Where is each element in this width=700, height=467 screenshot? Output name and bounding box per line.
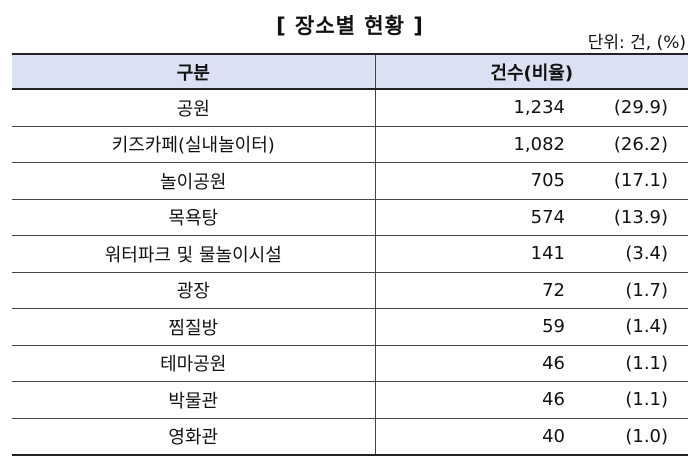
row-count: 59 bbox=[375, 308, 575, 346]
table-row: 영화관 40 (1.0) bbox=[12, 418, 689, 456]
table-row: 광장 72 (1.7) bbox=[12, 272, 689, 309]
row-category: 목욕탕 bbox=[12, 199, 376, 236]
row-count: 46 bbox=[375, 381, 575, 419]
table-row: 놀이공원 705 (17.1) bbox=[12, 162, 689, 200]
table-row: 박물관 46 (1.1) bbox=[12, 381, 689, 419]
row-count: 1,234 bbox=[375, 89, 575, 127]
table-row: 키즈카페(실내놀이터) 1,082 (26.2) bbox=[12, 126, 689, 163]
table-header-row: 구분 건수(비율) bbox=[12, 53, 689, 90]
location-stats-table: 구분 건수(비율) 공원 1,234 (29.9) 키즈카페(실내놀이터) 1,… bbox=[12, 53, 689, 456]
row-count: 1,082 bbox=[375, 126, 575, 163]
row-ratio: (17.1) bbox=[575, 162, 689, 200]
row-count: 574 bbox=[375, 199, 575, 236]
row-ratio: (1.1) bbox=[575, 345, 689, 382]
row-count: 705 bbox=[375, 162, 575, 200]
row-count: 46 bbox=[375, 345, 575, 382]
table-row: 공원 1,234 (29.9) bbox=[12, 89, 689, 127]
row-category: 영화관 bbox=[12, 418, 376, 456]
table-row: 목욕탕 574 (13.9) bbox=[12, 199, 689, 236]
table-row: 찜질방 59 (1.4) bbox=[12, 308, 689, 346]
row-ratio: (3.4) bbox=[575, 235, 689, 273]
unit-label: 단위: 건, (%) bbox=[587, 33, 686, 53]
column-header-category: 구분 bbox=[12, 53, 376, 90]
row-category: 공원 bbox=[12, 89, 376, 127]
row-category: 광장 bbox=[12, 272, 376, 309]
table-row: 워터파크 및 물놀이시설 141 (3.4) bbox=[12, 235, 689, 273]
row-ratio: (13.9) bbox=[575, 199, 689, 236]
row-count: 40 bbox=[375, 418, 575, 456]
row-ratio: (1.1) bbox=[575, 381, 689, 419]
column-header-count-ratio: 건수(비율) bbox=[375, 53, 689, 90]
row-category: 테마공원 bbox=[12, 345, 376, 382]
row-category: 찜질방 bbox=[12, 308, 376, 346]
row-count: 141 bbox=[375, 235, 575, 273]
page-title: [ 장소별 현황 ] bbox=[276, 14, 424, 38]
table-row: 테마공원 46 (1.1) bbox=[12, 345, 689, 382]
row-category: 워터파크 및 물놀이시설 bbox=[12, 235, 376, 273]
row-count: 72 bbox=[375, 272, 575, 309]
row-category: 박물관 bbox=[12, 381, 376, 419]
row-ratio: (1.7) bbox=[575, 272, 689, 309]
row-ratio: (29.9) bbox=[575, 89, 689, 127]
row-category: 놀이공원 bbox=[12, 162, 376, 200]
row-category: 키즈카페(실내놀이터) bbox=[12, 126, 376, 163]
row-ratio: (26.2) bbox=[575, 126, 689, 163]
row-ratio: (1.4) bbox=[575, 308, 689, 346]
row-ratio: (1.0) bbox=[575, 418, 689, 456]
